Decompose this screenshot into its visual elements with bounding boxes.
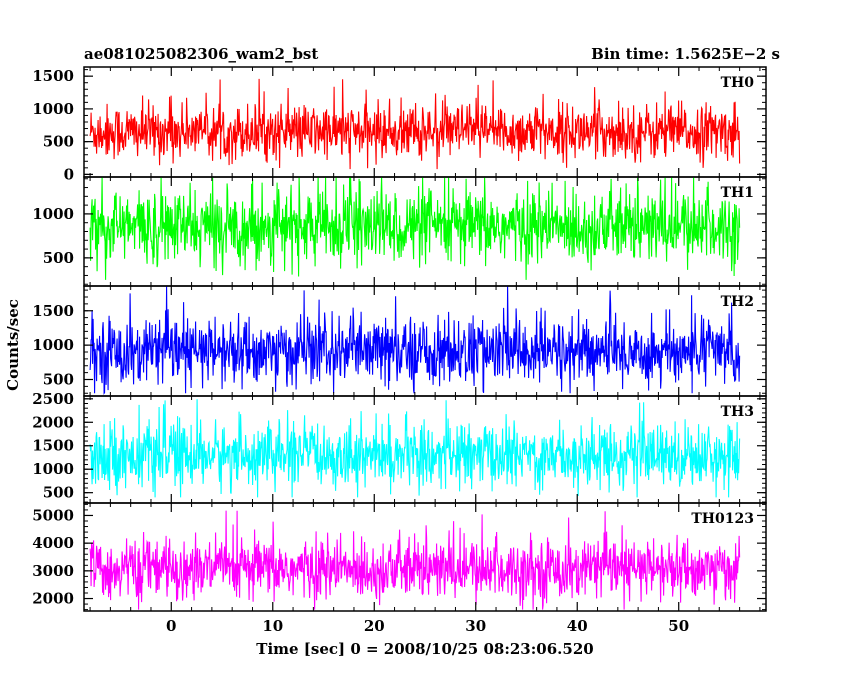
panel-label-th0: TH0 xyxy=(721,75,755,91)
y-tick-label: 1000 xyxy=(32,336,74,354)
y-axis-label: Counts/sec xyxy=(4,299,22,391)
y-tick-label: 1500 xyxy=(32,67,74,85)
y-tick-label: 1000 xyxy=(32,460,74,478)
y-tick-label: 2500 xyxy=(32,390,74,408)
y-tick-label: 500 xyxy=(43,371,74,389)
series-line-th0123 xyxy=(89,510,741,610)
panel-label-th1: TH1 xyxy=(721,185,754,201)
panel-frame xyxy=(83,502,767,612)
x-tick-label: 20 xyxy=(364,617,385,635)
bin-time-label: Bin time: 1.5625E−2 s xyxy=(591,45,780,63)
series-line-th1 xyxy=(89,177,741,280)
y-tick-label: 3000 xyxy=(32,562,74,580)
x-axis-label: Time [sec] 0 = 2008/10/25 08:23:06.520 xyxy=(256,640,593,658)
y-tick-label: 1500 xyxy=(32,302,74,320)
x-tick-label: 0 xyxy=(166,617,176,635)
panel-label-th2: TH2 xyxy=(721,294,754,310)
series-line-th3 xyxy=(89,399,741,498)
chart-title: ae081025082306_wam2_bst xyxy=(84,45,318,63)
y-tick-label: 2000 xyxy=(32,413,74,431)
y-tick-label: 2000 xyxy=(32,590,74,608)
x-tick-label: 40 xyxy=(567,617,588,635)
y-tick-label: 0 xyxy=(64,165,74,183)
y-tick-label: 5000 xyxy=(32,506,74,524)
y-tick-label: 500 xyxy=(43,133,74,151)
y-tick-label: 1500 xyxy=(32,437,74,455)
y-tick-label: 4000 xyxy=(32,534,74,552)
x-tick-label: 50 xyxy=(668,617,689,635)
x-tick-label: 30 xyxy=(465,617,486,635)
panel-th1: 500 1000 TH1 xyxy=(32,176,767,287)
panel-th2: 500 1000 1500 TH2 xyxy=(32,285,767,397)
y-tick-label: 1000 xyxy=(32,205,74,223)
panel-th0123: 2000 3000 4000 5000 TH0123 xyxy=(32,502,767,612)
y-tick-label: 500 xyxy=(43,249,74,267)
series-line-th0 xyxy=(89,78,741,170)
panel-label-th3: TH3 xyxy=(721,404,754,420)
x-tick-label: 10 xyxy=(262,617,283,635)
y-tick-label: 1000 xyxy=(32,100,74,118)
y-tick-label: 500 xyxy=(43,484,74,502)
panel-th3: 500 1000 1500 2000 2500 TH3 xyxy=(32,390,767,504)
panel-label-th0123: TH0123 xyxy=(691,511,754,527)
series-line-th2 xyxy=(89,286,741,395)
panel-th0: 0 500 1000 1500 TH0 xyxy=(32,66,767,183)
